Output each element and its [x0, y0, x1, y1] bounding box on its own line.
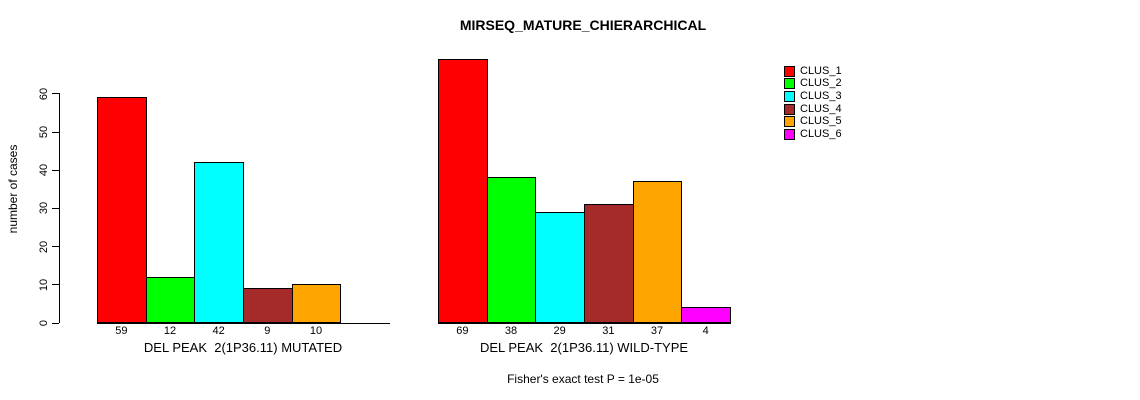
bar-clus_1 [438, 58, 488, 324]
bar-value-label: 9 [264, 324, 271, 337]
legend-swatch-clus_2 [784, 78, 795, 90]
y-axis-tick-label: 60 [38, 87, 50, 100]
legend-row: CLUS_6 [784, 128, 842, 141]
legend-label: CLUS_3 [800, 89, 842, 102]
bar-clus_1 [97, 97, 147, 324]
legend-swatch-clus_5 [784, 116, 795, 128]
bar-value-label: 4 [702, 324, 709, 337]
y-axis-tick-label: 0 [38, 319, 50, 327]
y-axis-label: number of cases [6, 144, 20, 234]
legend-label: CLUS_5 [800, 115, 842, 128]
legend-row: CLUS_1 [784, 65, 842, 78]
bar-clus_4 [243, 288, 293, 324]
bar-clus_4 [584, 204, 634, 324]
legend-label: CLUS_4 [800, 102, 842, 115]
bar-value-label: 59 [115, 324, 128, 337]
bar-value-label: 12 [163, 324, 177, 337]
y-axis-tick [52, 322, 59, 324]
chart-title: MIRSEQ_MATURE_CHIERARCHICAL [459, 17, 707, 33]
y-axis-tick [52, 246, 59, 248]
bar-clus_2 [145, 276, 196, 324]
bar-clus_6 [681, 307, 731, 324]
x-axis-label-wildtype: DEL PEAK 2(1P36.11) WILD-TYPE [479, 340, 689, 355]
y-axis-tick [52, 131, 59, 133]
legend-label: CLUS_1 [800, 64, 842, 77]
legend-row: CLUS_2 [784, 78, 842, 91]
bar-value-label: 42 [212, 324, 225, 337]
bar-value-label: 10 [309, 324, 323, 337]
y-axis-tick-label: 40 [38, 164, 50, 177]
bar-value-label: 69 [456, 324, 469, 337]
bar-clus_3 [194, 162, 244, 324]
bar-clus_2 [486, 177, 537, 324]
y-axis-tick [52, 207, 59, 209]
bar-clus_3 [535, 211, 585, 324]
bar-clus_5 [291, 284, 342, 324]
y-axis-line [59, 93, 60, 324]
y-axis-tick [52, 93, 59, 95]
bar-value-label: 29 [553, 324, 566, 337]
y-axis-tick-label: 50 [38, 125, 50, 139]
legend-swatch-clus_3 [784, 90, 795, 102]
legend-row: CLUS_5 [784, 115, 842, 128]
legend-label: CLUS_6 [800, 127, 842, 140]
legend-row: CLUS_3 [784, 90, 842, 103]
bar-clus_5 [632, 181, 683, 324]
y-axis-tick [52, 284, 59, 286]
legend-swatch-clus_4 [784, 103, 795, 115]
y-axis-tick-label: 10 [38, 278, 50, 291]
y-axis-tick [52, 169, 59, 171]
bar-value-label: 38 [504, 324, 518, 337]
bar-value-label: 37 [650, 324, 664, 337]
x-axis-label-mutated: DEL PEAK 2(1P36.11) MUTATED [143, 340, 343, 355]
fisher-test-note: Fisher's exact test P = 1e-05 [507, 372, 659, 386]
legend-swatch-clus_1 [784, 65, 795, 77]
legend-row: CLUS_4 [784, 103, 842, 116]
y-axis-tick-label: 20 [38, 240, 50, 253]
legend-swatch-clus_6 [784, 128, 795, 140]
legend: CLUS_1 CLUS_2 CLUS_3 CLUS_4 CLUS_5 CLUS_6 [784, 65, 842, 141]
bar-value-label: 31 [602, 324, 615, 337]
legend-label: CLUS_2 [800, 77, 842, 90]
y-axis-tick-label: 30 [38, 202, 50, 215]
